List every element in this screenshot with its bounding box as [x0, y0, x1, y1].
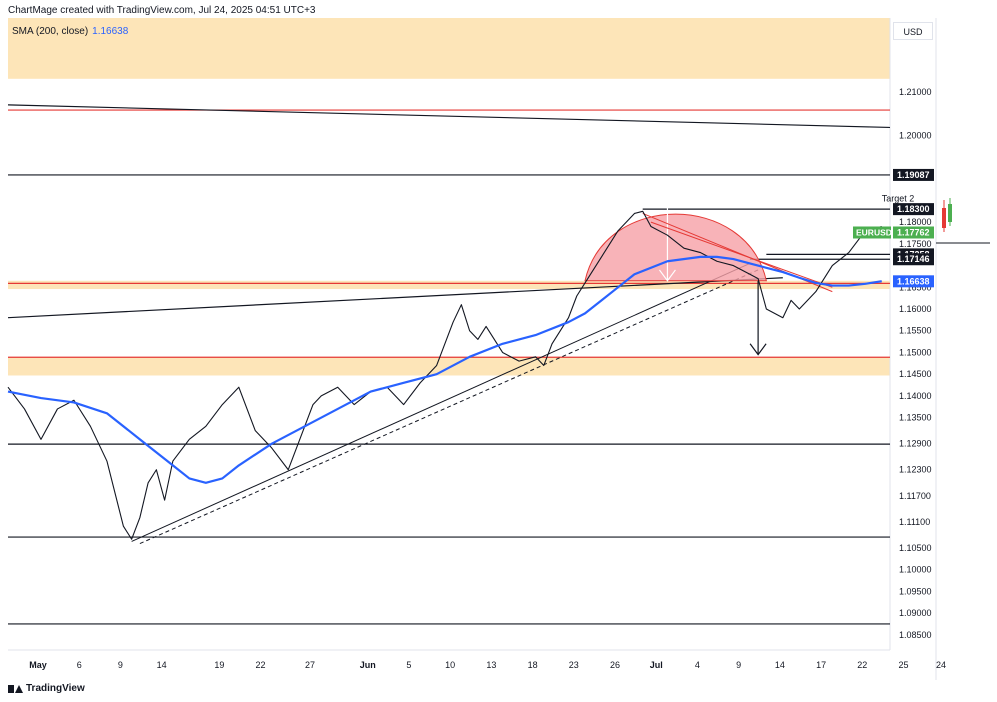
- time-axis-tick: 22: [256, 660, 266, 670]
- mini-candle-body: [942, 208, 946, 228]
- currency-button[interactable]: USD: [893, 22, 933, 40]
- price-label-box: [893, 203, 934, 216]
- right-axis-fragment: 24: [936, 660, 947, 670]
- price-axis-tick: 1.11100: [899, 517, 930, 527]
- time-axis-tick: 10: [445, 660, 455, 670]
- time-axis-tick: 14: [775, 660, 785, 670]
- price-axis-tick: 1.12900: [899, 439, 932, 449]
- rounding-top-pattern[interactable]: [584, 213, 767, 282]
- price-label: 1.19087: [897, 170, 930, 180]
- ascending-trendline[interactable]: [131, 262, 751, 542]
- price-axis-tick: 1.15000: [899, 347, 932, 357]
- price-axis-tick: 1.15500: [899, 326, 932, 336]
- time-axis-tick: May: [29, 660, 47, 670]
- ascending-trendline-dashed[interactable]: [139, 269, 759, 545]
- price-axis-tick: 1.13500: [899, 413, 932, 423]
- time-axis-tick: 17: [816, 660, 826, 670]
- price-axis-tick: 1.09000: [899, 608, 932, 618]
- time-axis-tick: 18: [528, 660, 538, 670]
- time-axis-tick: 9: [118, 660, 123, 670]
- price-label: 1.17146: [897, 254, 930, 264]
- sma-legend-name: SMA (200, close): [12, 26, 89, 37]
- price-label-box: [893, 168, 934, 181]
- price-label-box: [893, 226, 934, 239]
- time-axis-tick: 14: [157, 660, 167, 670]
- tradingview-footer: TradingView: [8, 683, 85, 694]
- mini-candle-body: [948, 204, 952, 222]
- price-label-box: [893, 275, 934, 288]
- time-axis-tick: 26: [610, 660, 620, 670]
- symbol-label: EURUSD: [856, 227, 892, 237]
- support-resistance-zone: [8, 357, 890, 376]
- sma-legend[interactable]: SMA (200, close) 1.16638: [12, 26, 128, 37]
- price-label-box: [893, 253, 934, 266]
- price-line[interactable]: [7, 210, 882, 540]
- price-axis-tick: 1.14000: [899, 391, 932, 401]
- attribution-text: ChartMage created with TradingView.com, …: [8, 5, 316, 16]
- time-axis-tick: Jul: [650, 660, 663, 670]
- time-axis-tick: 23: [569, 660, 579, 670]
- sma-legend-value: 1.16638: [92, 26, 129, 37]
- tradingview-logo-icon: [8, 684, 23, 693]
- time-axis-tick: 25: [899, 660, 909, 670]
- descending-trendline[interactable]: [7, 104, 891, 129]
- price-axis-tick: 1.10500: [899, 543, 932, 553]
- time-axis-tick: 22: [857, 660, 867, 670]
- price-axis-tick: 1.14500: [899, 369, 932, 379]
- price-label: 1.18300: [897, 204, 930, 214]
- price-axis-tick: 1.18000: [899, 217, 932, 227]
- time-axis-tick: 4: [695, 660, 700, 670]
- price-axis-tick: 1.17500: [899, 239, 932, 249]
- time-axis-tick: 19: [214, 660, 224, 670]
- time-axis-tick: Jun: [360, 660, 376, 670]
- time-axis-tick: 6: [77, 660, 82, 670]
- rising-resistance-line[interactable]: [7, 277, 783, 319]
- price-axis-tick: 1.16000: [899, 304, 932, 314]
- price-label: 1.17762: [897, 227, 930, 237]
- time-axis-tick: 9: [736, 660, 741, 670]
- symbol-label-box: [853, 226, 891, 239]
- tradingview-brand: TradingView: [26, 683, 85, 694]
- support-resistance-zone: [8, 18, 890, 79]
- sma-line[interactable]: [7, 255, 882, 484]
- price-axis-tick: 1.10000: [899, 565, 932, 575]
- time-axis-tick: 13: [486, 660, 496, 670]
- target-annotation[interactable]: Target 2: [882, 193, 915, 203]
- time-axis-tick: 5: [406, 660, 411, 670]
- price-label: 1.16638: [897, 276, 930, 286]
- price-axis-tick: 1.12300: [899, 465, 932, 475]
- price-axis-tick: 1.20000: [899, 130, 932, 140]
- price-axis-tick: 1.11700: [899, 491, 931, 501]
- channel-line[interactable]: [650, 221, 833, 288]
- support-resistance-zone: [8, 280, 890, 290]
- price-axis-tick: 1.21000: [899, 87, 932, 97]
- down-arrow-icon: [658, 269, 676, 282]
- target-arrow-icon: [749, 343, 767, 356]
- price-axis-tick: 1.08500: [899, 630, 932, 640]
- time-axis-tick: 27: [305, 660, 315, 670]
- price-axis-tick: 1.09500: [899, 586, 932, 596]
